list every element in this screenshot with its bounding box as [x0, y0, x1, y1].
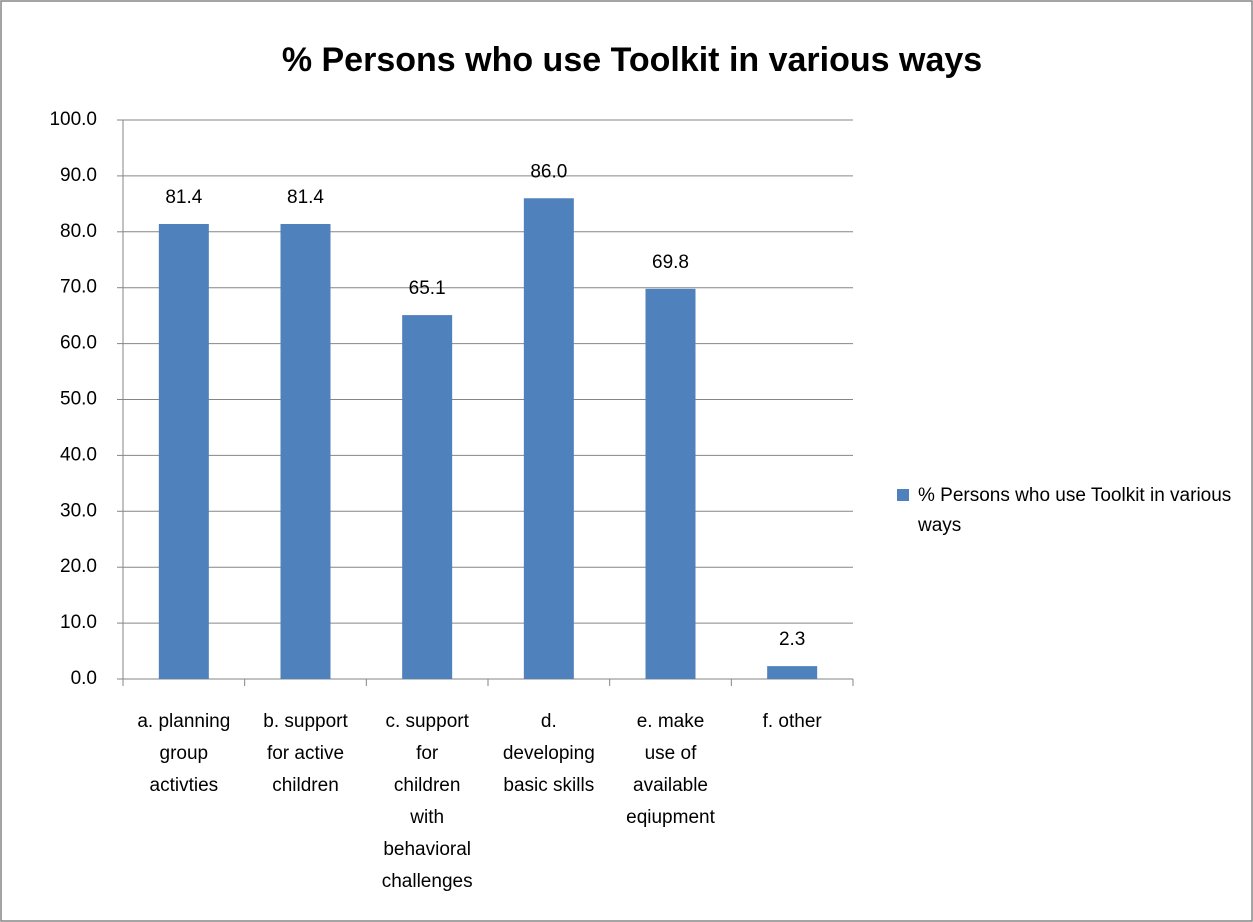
data-label: 86.0	[530, 161, 567, 182]
chart-title: % Persons who use Toolkit in various way…	[282, 41, 982, 79]
bar	[645, 288, 696, 679]
x-tick-label: f. other	[763, 711, 823, 732]
y-tick-label: 10.0	[60, 612, 97, 633]
legend-label: % Persons who use Toolkit in various way…	[917, 485, 1237, 536]
y-tick-label: 80.0	[60, 221, 97, 242]
x-tick-label: b. support for active children	[263, 711, 348, 796]
bar	[402, 315, 453, 679]
x-tick-label: a. planning group activties	[137, 711, 230, 796]
bar	[523, 198, 574, 679]
y-tick-label: 20.0	[60, 556, 97, 577]
data-label: 81.4	[287, 187, 324, 208]
data-label: 65.1	[409, 278, 446, 299]
bar	[767, 666, 818, 679]
y-tick-label: 70.0	[60, 277, 97, 298]
y-tick-label: 60.0	[60, 333, 97, 354]
x-tick-label: d. developing basic skills	[503, 711, 595, 796]
bar	[158, 223, 209, 679]
data-label: 81.4	[165, 187, 202, 208]
y-tick-label: 0.0	[71, 668, 97, 689]
data-label: 2.3	[779, 629, 805, 650]
legend-swatch	[897, 489, 909, 501]
y-tick-label: 50.0	[60, 389, 97, 410]
bar	[280, 223, 331, 679]
y-tick-label: 90.0	[60, 165, 97, 186]
data-label: 69.8	[652, 252, 689, 273]
x-tick-label: c. support for children with behavioral chall…	[382, 711, 473, 892]
y-tick-label: 40.0	[60, 444, 97, 465]
y-tick-label: 100.0	[49, 109, 97, 130]
y-tick-label: 30.0	[60, 500, 97, 521]
x-tick-label: e. make use of available eqiupment	[626, 711, 715, 828]
